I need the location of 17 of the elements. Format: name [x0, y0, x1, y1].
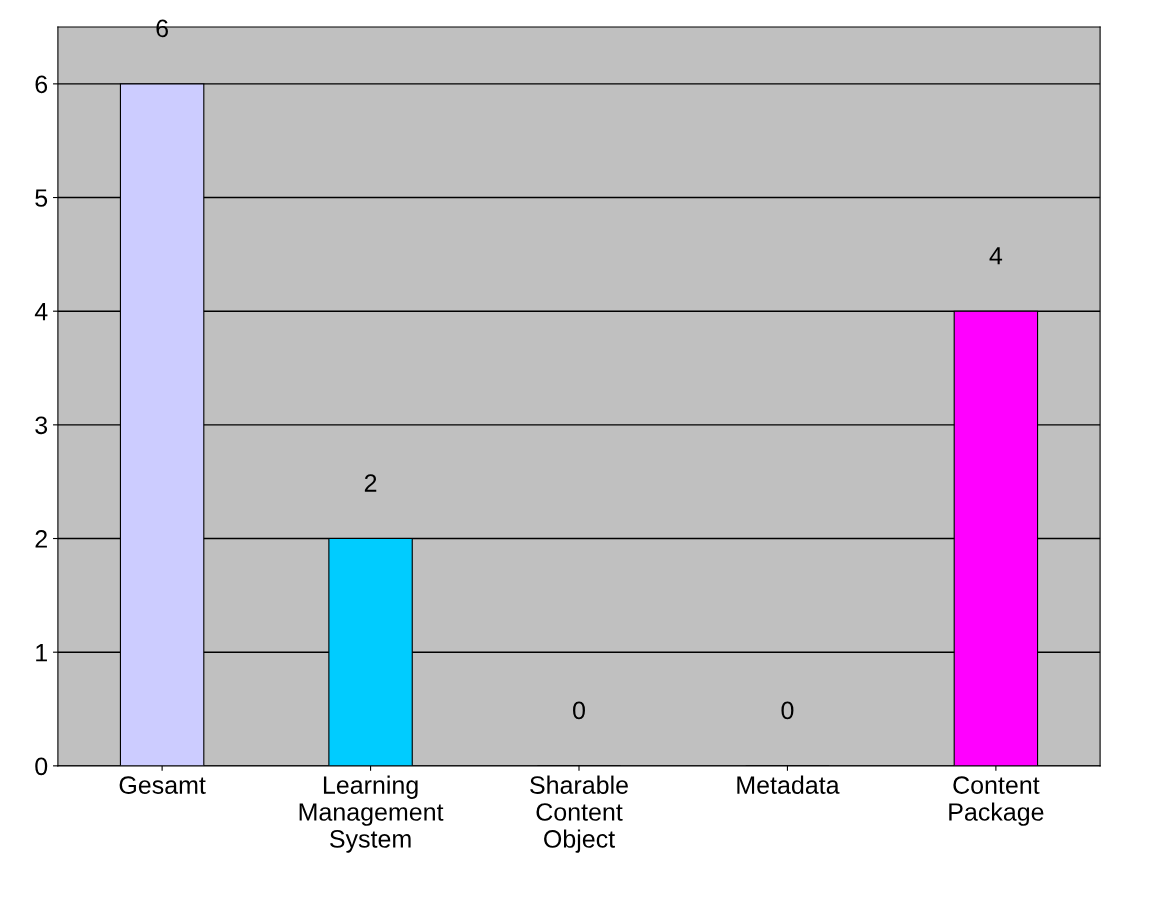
x-tick-label: Learning Management System [299, 775, 444, 853]
y-tick-label: 4 [34, 303, 48, 321]
data-label: 2 [364, 474, 377, 492]
y-tick-label: 0 [35, 757, 48, 776]
y-tick-label: 2 [35, 530, 47, 548]
data-label: 4 [989, 247, 1003, 265]
y-tick-label: 6 [35, 75, 48, 94]
x-tick-label: Sharable Content Object [530, 775, 628, 853]
y-tick-label: 1 [36, 644, 47, 662]
x-tick-label: Metadata [737, 775, 840, 794]
x-tick-label: Gesamt [119, 776, 206, 794]
y-tick-label: 5 [35, 189, 48, 207]
x-tick-label: Content Package [949, 776, 1044, 826]
data-label: 0 [781, 701, 794, 720]
data-label: 6 [156, 19, 168, 38]
data-label: 0 [573, 701, 585, 720]
y-tick-label: 3 [35, 416, 48, 435]
